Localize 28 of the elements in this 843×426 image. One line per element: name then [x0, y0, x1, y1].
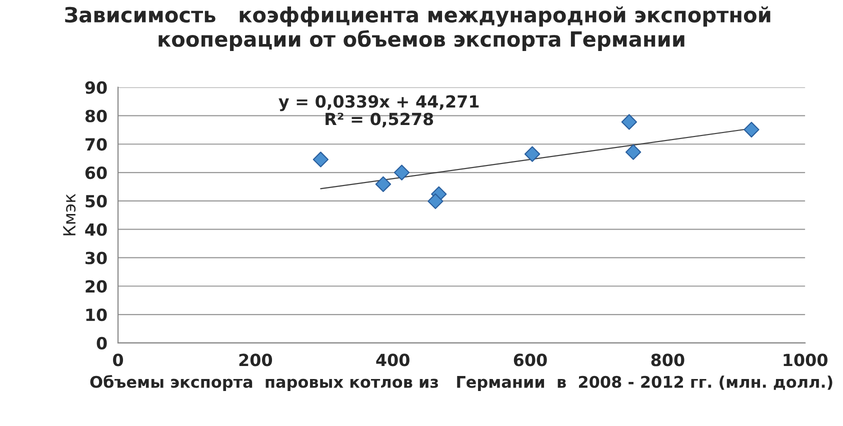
x-tick-label: 1000	[784, 354, 828, 366]
point	[428, 193, 444, 210]
y-tick-label: 50	[86, 194, 107, 208]
y-tick-label: 90	[85, 81, 107, 94]
point	[621, 114, 638, 130]
x-tick-label: 200	[239, 354, 272, 366]
annotation: y = 0,0339x + 44,271 R² = 0,5278	[278, 95, 479, 128]
y-tick-label: 10	[86, 308, 107, 322]
y-tick-label: 60	[85, 166, 107, 180]
point	[375, 176, 392, 192]
y-tick-label: 80	[85, 110, 107, 122]
y-tick-label: 30	[86, 252, 107, 264]
y-tick-label: 70	[86, 138, 107, 151]
x-tick-label: 400	[376, 354, 410, 366]
x-tick-label: 0	[113, 354, 124, 366]
point	[312, 152, 329, 168]
y-axis-title: Кмэк	[63, 194, 76, 236]
point	[625, 144, 642, 160]
point	[524, 146, 540, 162]
x-axis-title: Объемы экспорта паровых котлов из Германии в 2008 - 2012 гг. (млн. долл.)	[90, 375, 832, 392]
chart-title: Зависимость коэффициента международной экспортной кооперации от объемов экспорта Германии	[65, 6, 770, 51]
y-tick-label: 40	[85, 223, 107, 236]
y-tick-label: 20	[86, 280, 107, 293]
y-tick-label: 0	[96, 336, 107, 350]
point	[394, 164, 410, 180]
point	[744, 122, 760, 138]
x-tick-label: 800	[651, 354, 684, 366]
x-tick-label: 600	[514, 354, 547, 366]
